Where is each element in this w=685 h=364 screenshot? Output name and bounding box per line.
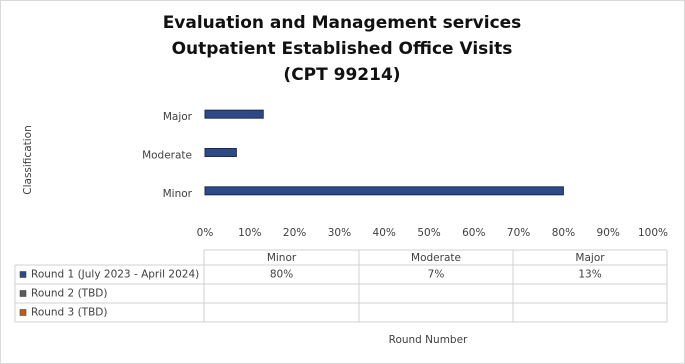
x-axis-label: Round Number <box>389 334 468 346</box>
x-tick-label: 60% <box>462 227 485 239</box>
legend-label: Round 3 (TBD) <box>31 307 107 319</box>
table-value: 13% <box>578 269 601 281</box>
chart-title: Outpatient Established Office Visits <box>172 39 513 59</box>
legend-label: Round 2 (TBD) <box>31 288 107 300</box>
y-axis-label: Classification <box>22 125 34 194</box>
chart-title: Evaluation and Management services <box>163 13 522 33</box>
x-tick-label: 10% <box>238 227 261 239</box>
legend-swatch <box>19 309 27 316</box>
y-tick-label: Minor <box>163 188 193 200</box>
table-value: 7% <box>428 269 445 281</box>
x-tick-label: 40% <box>373 227 396 239</box>
table-value: 80% <box>270 269 293 281</box>
x-tick-label: 30% <box>328 227 351 239</box>
table-header: Major <box>575 252 605 264</box>
x-tick-label: 0% <box>197 227 214 239</box>
chart-title: (CPT 99214) <box>283 65 400 85</box>
legend-label: Round 1 (July 2023 - April 2024) <box>31 269 199 281</box>
legend-swatch <box>19 290 27 297</box>
bar <box>204 148 237 157</box>
bar <box>204 186 564 196</box>
x-tick-label: 100% <box>638 227 668 239</box>
x-tick-label: 90% <box>597 227 620 239</box>
x-tick-label: 70% <box>507 227 530 239</box>
bar <box>204 109 264 119</box>
y-tick-label: Major <box>163 111 193 123</box>
y-tick-label: Moderate <box>142 150 192 162</box>
x-tick-label: 80% <box>552 227 575 239</box>
x-tick-label: 50% <box>417 227 440 239</box>
x-tick-label: 20% <box>283 227 306 239</box>
table-header: Minor <box>267 252 297 264</box>
table-header: Moderate <box>411 252 461 264</box>
legend-swatch <box>19 271 27 278</box>
